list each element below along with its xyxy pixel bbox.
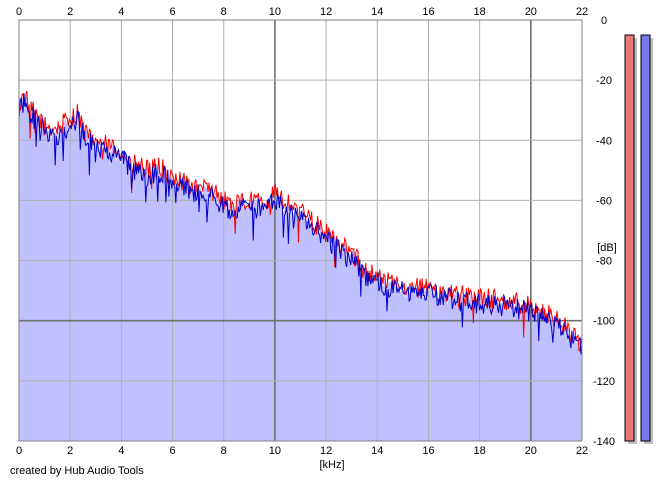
x-tick-label-bottom: 10 bbox=[269, 445, 281, 457]
y-axis-label: [dB] bbox=[597, 242, 617, 254]
y-tick-label: -80 bbox=[596, 256, 612, 268]
x-tick-label-top: 4 bbox=[118, 6, 124, 18]
x-tick-label-bottom: 14 bbox=[371, 445, 383, 457]
x-tick-label-bottom: 2 bbox=[67, 445, 73, 457]
x-tick-label-bottom: 6 bbox=[169, 445, 175, 457]
x-tick-label-top: 14 bbox=[371, 6, 383, 18]
y-tick-label: -20 bbox=[596, 75, 612, 87]
x-tick-label-bottom: 22 bbox=[576, 445, 588, 457]
x-tick-label-bottom: 4 bbox=[118, 445, 124, 457]
x-tick-label-top: 8 bbox=[221, 6, 227, 18]
x-tick-label-top: 10 bbox=[269, 6, 281, 18]
x-tick-label-top: 12 bbox=[320, 6, 332, 18]
left-channel-line bbox=[18, 90, 583, 352]
left-level-meter bbox=[624, 34, 635, 442]
x-tick-label-bottom: 18 bbox=[474, 445, 486, 457]
x-tick-label-top: 22 bbox=[576, 6, 588, 18]
level-meters bbox=[624, 34, 653, 445]
right-channel-line bbox=[18, 93, 583, 355]
spectrum-lines-layer bbox=[18, 90, 583, 355]
x-tick-label-top: 2 bbox=[67, 6, 73, 18]
x-axis-label: [kHz] bbox=[319, 459, 344, 471]
x-tick-label-top: 20 bbox=[525, 6, 537, 18]
x-tick-label-bottom: 8 bbox=[221, 445, 227, 457]
y-tick-label: -60 bbox=[596, 195, 612, 207]
footer-credit: created by Hub Audio Tools bbox=[10, 465, 144, 477]
x-tick-label-bottom: 0 bbox=[16, 445, 22, 457]
spectrum-fill-area bbox=[19, 95, 582, 441]
y-tick-label: -100 bbox=[593, 316, 615, 328]
y-tick-label: 0 bbox=[601, 15, 607, 27]
y-tick-labels: 0 -20 -40 -60 -80 -100 -120 -140 bbox=[593, 15, 615, 448]
y-tick-label: -40 bbox=[596, 135, 612, 147]
x-tick-label-top: 0 bbox=[16, 6, 22, 18]
right-level-meter bbox=[640, 34, 651, 442]
spectrum-fill-layer bbox=[19, 95, 582, 441]
y-tick-label: -120 bbox=[593, 376, 615, 388]
x-tick-label-bottom: 20 bbox=[525, 445, 537, 457]
x-tick-label-top: 6 bbox=[169, 6, 175, 18]
x-tick-label-top: 16 bbox=[422, 6, 434, 18]
y-tick-label: -140 bbox=[593, 436, 615, 448]
x-tick-label-top: 18 bbox=[474, 6, 486, 18]
x-tick-label-bottom: 12 bbox=[320, 445, 332, 457]
plot-frame bbox=[18, 19, 583, 442]
x-tick-label-bottom: 16 bbox=[422, 445, 434, 457]
